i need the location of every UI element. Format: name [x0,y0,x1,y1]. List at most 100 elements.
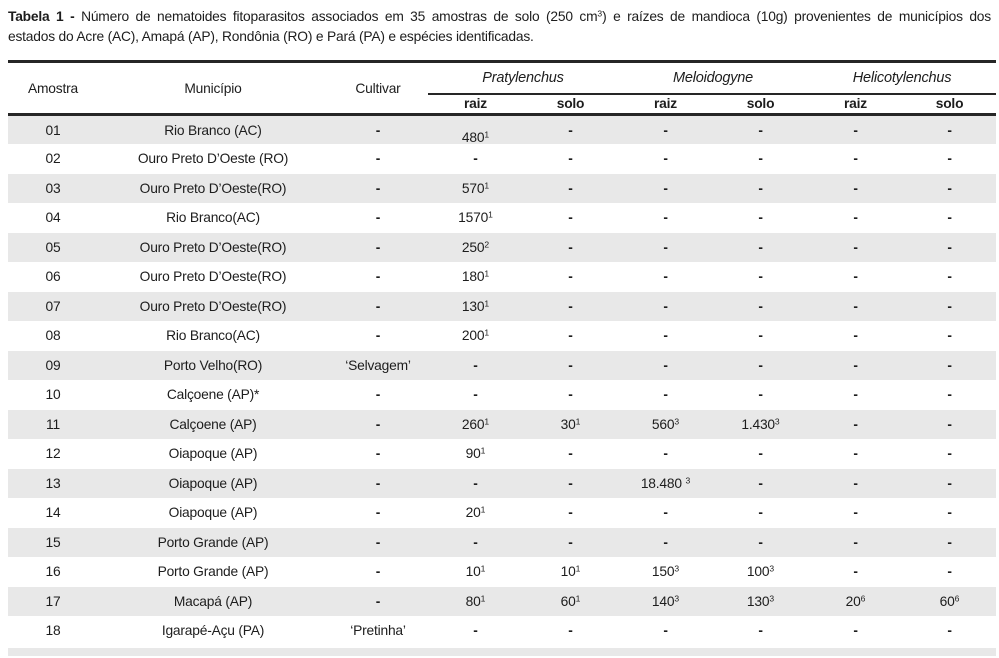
cell-meloidogyne-solo: - [713,528,808,558]
cell-meloidogyne-raiz: 1503 [618,557,713,587]
cell-meloidogyne-solo: - [713,174,808,204]
cell-pratylenchus-raiz-value: 1301 [461,298,490,314]
cell-helicotylenchus-raiz: - [808,380,903,410]
cell-meloidogyne-raiz-value: - [663,505,668,521]
table-row: 03 Ouro Preto D’Oeste(RO) - 5701 - - - - - [8,173,997,204]
cell-cultivar: - [328,144,428,174]
cell-cultivar-value: - [375,269,381,285]
cell-helicotylenchus-raiz-value: - [853,298,858,314]
cell-pratylenchus-solo: - [523,233,618,263]
cell-helicotylenchus-solo-value: - [947,151,952,167]
cell-meloidogyne-solo-value: - [758,239,763,255]
cell-pratylenchus-raiz: 1801 [428,262,523,292]
col-header-helicotylenchus-solo: solo [903,93,997,116]
table-row: 04 Rio Branco(AC) - 15701 - - - - - [8,203,996,233]
cell-municipio: Rio Branco (AC) [98,115,328,145]
cell-amostra-value: 13 [45,475,61,491]
table-row: 14 Oiapoque (AP) - 201 - - - - - [8,498,996,528]
cell-meloidogyne-raiz-value: - [663,210,668,226]
cell-cultivar: - [328,439,428,469]
cell-cultivar-value: - [375,564,381,580]
cell-helicotylenchus-solo: - [903,321,996,351]
cell-pratylenchus-solo-value: - [568,239,573,255]
cell-pratylenchus-raiz: 5701 [428,174,523,204]
cell-meloidogyne-raiz: - [618,262,713,292]
cell-amostra-value: 17 [45,593,61,609]
cell-helicotylenchus-solo: - [903,380,996,410]
cell-pratylenchus-raiz-value: 5701 [461,180,490,196]
cell-helicotylenchus-raiz-value: - [853,505,858,521]
cell-meloidogyne-raiz-value: - [663,387,668,403]
cell-amostra-value: 09 [45,357,61,373]
cell-amostra: 08 [8,321,98,351]
cell-cultivar: - [328,587,428,617]
caption-line-2: estados do Acre (AC), Amapá (AP), Rondôn… [8,28,534,44]
cell-helicotylenchus-raiz-value: - [853,446,858,462]
cell-municipio: Porto Velho(RO) [98,351,328,381]
cell-meloidogyne-raiz-value: - [663,151,668,167]
cell-cultivar: - [328,469,428,499]
cell-helicotylenchus-solo-value: - [947,357,952,373]
cell-meloidogyne-solo: - [713,292,808,322]
cell-cultivar: ‘Selvagem’ [328,351,428,381]
cell-helicotylenchus-solo-value: - [947,298,952,314]
cell-helicotylenchus-raiz: - [808,262,903,292]
cell-meloidogyne-solo: - [713,351,808,381]
partial-next-row [8,647,996,656]
cell-pratylenchus-solo: - [523,498,618,528]
cell-pratylenchus-solo: 101 [523,557,618,587]
cell-amostra-value: 11 [46,416,60,432]
cell-pratylenchus-solo-value: - [568,623,573,639]
cell-meloidogyne-solo-value: - [758,122,763,138]
table-row: 11 Calçoene (AP) - 2601 301 5603 1.4303 - - [8,409,997,440]
col-header-helicotylenchus-raiz: raiz [808,93,904,116]
cell-helicotylenchus-raiz: - [808,410,903,440]
cell-cultivar-value: - [375,505,381,521]
cell-pratylenchus-solo: - [523,203,618,233]
cell-cultivar-value: - [375,298,381,314]
cell-pratylenchus-solo-value: - [568,505,573,521]
cell-meloidogyne-solo-value: 1.4303 [741,416,780,432]
cell-pratylenchus-raiz-value: - [473,387,478,403]
cell-pratylenchus-solo-value: - [568,151,573,167]
cell-amostra-value: 05 [45,239,61,255]
cell-helicotylenchus-solo-value: - [947,328,952,344]
cell-municipio-value: Ouro Preto D’Oeste(RO) [139,180,287,196]
table-row: 17 Macapá (AP) - 801 601 1403 1303 206 606 [8,586,997,617]
table-header: Amostra Município Cultivar Pratylenchus … [8,61,997,116]
cell-pratylenchus-raiz-value: - [473,151,478,167]
cell-pratylenchus-raiz-value: 101 [465,563,486,580]
cell-helicotylenchus-solo: - [903,498,996,528]
cell-municipio: Oiapoque (AP) [98,469,328,499]
cell-municipio-value: Calçoene (AP)* [166,387,260,403]
cell-amostra-value: 10 [45,387,61,403]
cell-cultivar: - [328,557,428,587]
cell-municipio-value: Calçoene (AP) [169,416,257,432]
cell-meloidogyne-solo-value: - [758,328,763,344]
cell-cultivar: - [328,174,428,204]
cell-pratylenchus-raiz-value: 2601 [461,416,490,432]
cell-helicotylenchus-solo: - [903,439,996,469]
col-header-meloidogyne-raiz: raiz [618,93,714,116]
cell-pratylenchus-raiz: 901 [428,439,523,469]
cell-helicotylenchus-solo-value: 606 [939,593,960,609]
cell-pratylenchus-raiz: - [428,351,523,381]
cell-amostra: 05 [8,233,98,263]
cell-amostra: 14 [8,498,98,528]
cell-pratylenchus-raiz-value: 2001 [461,327,490,344]
cell-amostra-value: 18 [45,623,61,639]
cell-municipio-value: Ouro Preto D’Oeste(RO) [139,239,287,255]
cell-municipio: Porto Grande (AP) [98,557,328,587]
cell-helicotylenchus-solo-value: - [947,505,952,521]
table-row: 07 Ouro Preto D’Oeste(RO) - 1301 - - - - - [8,291,997,322]
cell-pratylenchus-solo: - [523,439,618,469]
cell-pratylenchus-raiz: 801 [428,587,523,617]
cell-municipio-value: Rio Branco(AC) [166,210,260,226]
cell-amostra: 09 [8,351,98,381]
cell-pratylenchus-solo-value: - [568,534,573,550]
cell-municipio-value: Porto Velho(RO) [163,357,263,373]
cell-pratylenchus-solo: - [523,262,618,292]
cell-amostra-value: 15 [45,534,61,550]
caption-text-1: Número de nematoides fitoparasitos assoc… [81,8,991,24]
cell-meloidogyne-solo: - [713,203,808,233]
